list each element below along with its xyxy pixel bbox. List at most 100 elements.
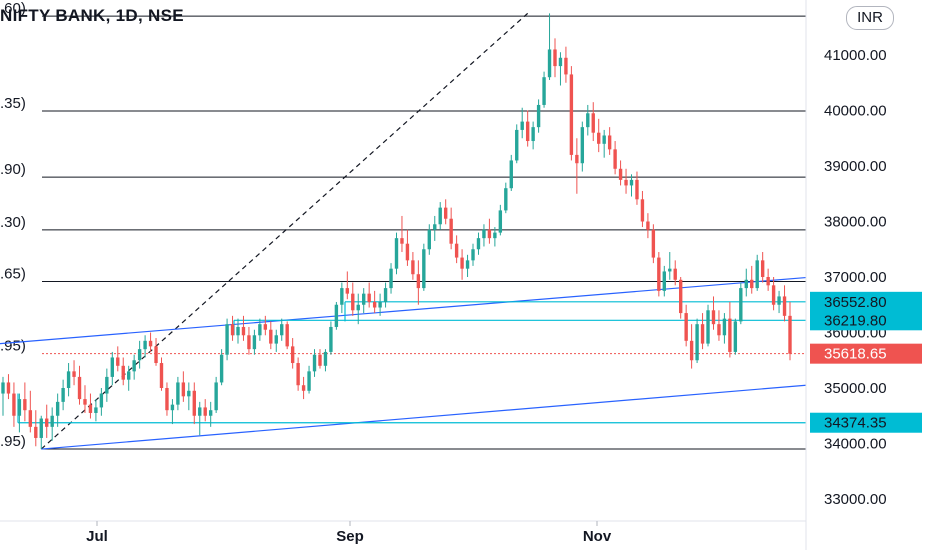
price-label-text: 35618.65 — [824, 346, 887, 363]
candle-body — [635, 179, 639, 200]
candle-body — [12, 393, 16, 416]
fib-levels: .60) .35) .90) .30) .65) .95) .95) — [0, 0, 806, 450]
candle-body — [72, 371, 76, 377]
candle-body — [640, 199, 645, 222]
price-tick-label: 37000.00 — [824, 269, 887, 286]
candle-body — [515, 129, 519, 161]
price-label-text: 36552.80 — [824, 294, 887, 311]
fib-level-label: .65) — [0, 265, 26, 282]
candle-body — [569, 74, 574, 155]
candle-body — [777, 296, 781, 305]
candle-body — [607, 135, 612, 150]
candle-body — [782, 296, 787, 316]
candle-body — [236, 326, 240, 336]
candle-body — [460, 257, 464, 269]
candle-body — [531, 127, 535, 142]
candle-body — [121, 365, 125, 380]
candle-body — [127, 371, 131, 380]
candle-body — [176, 382, 180, 405]
candle-body — [438, 207, 442, 225]
time-tick-label: Jul — [86, 528, 108, 545]
candle-body — [105, 376, 109, 394]
candle-body — [766, 277, 770, 286]
candles — [1, 13, 792, 450]
candle-body — [351, 293, 355, 311]
price-axis[interactable]: 33000.0034000.0035000.0036000.0037000.00… — [824, 47, 887, 508]
candle-body — [629, 179, 634, 186]
currency-button[interactable]: INR — [846, 6, 894, 30]
candle-body — [187, 390, 191, 397]
candle-body — [372, 301, 377, 308]
price-tick-label: 35000.00 — [824, 380, 887, 397]
candle-body — [83, 399, 87, 405]
candle-body — [61, 388, 65, 402]
time-tick-label: Sep — [336, 528, 364, 545]
candle-body — [6, 382, 11, 394]
price-tick-label: 38000.00 — [824, 214, 887, 231]
candle-body — [482, 229, 486, 239]
candle-body — [296, 363, 300, 386]
candle-body — [258, 324, 262, 336]
candle-body — [564, 57, 568, 75]
candle-body — [427, 229, 431, 250]
symbol-title: NIFTY BANK, 1D, NSE — [0, 6, 184, 25]
lower-trendline — [41, 384, 807, 450]
candle-body — [165, 388, 169, 411]
candle-body — [673, 268, 677, 280]
candle-body — [383, 288, 388, 302]
candle-body — [312, 354, 317, 372]
candle-body — [788, 315, 792, 354]
time-tick-label: Nov — [583, 528, 612, 545]
candle-body — [657, 257, 661, 291]
price-label-text: 34374.35 — [824, 415, 887, 432]
candle-body — [39, 418, 43, 438]
candle-body — [509, 160, 513, 189]
candle-body — [525, 121, 530, 142]
candle-body — [400, 238, 404, 244]
candle-body — [394, 238, 399, 269]
candle-body — [34, 426, 38, 438]
candle-body — [247, 335, 251, 350]
candle-body — [17, 399, 22, 416]
candle-body — [45, 418, 49, 427]
candle-body — [744, 279, 748, 289]
candle-body — [750, 279, 754, 289]
fib-trend-dashed-line — [40, 12, 529, 450]
trend-lines — [0, 12, 807, 450]
candle-body — [679, 279, 683, 314]
candle-body — [416, 274, 421, 289]
candle-body — [23, 399, 27, 411]
candle-body — [198, 407, 202, 416]
candle-body — [132, 360, 136, 372]
candle-body — [1, 382, 5, 394]
price-label-box — [810, 291, 922, 312]
time-axis[interactable]: Jul Sep Nov — [86, 521, 612, 545]
candle-body — [443, 207, 448, 219]
candle-body — [50, 415, 54, 427]
price-label-box — [810, 310, 922, 331]
price-tick-label: 34000.00 — [824, 436, 887, 453]
candle-body — [241, 326, 246, 336]
price-tick-label: 41000.00 — [824, 47, 887, 64]
candle-body — [536, 104, 541, 128]
candle-body — [116, 357, 120, 366]
candle-body — [695, 324, 699, 361]
candle-body — [711, 310, 716, 325]
candle-body — [225, 324, 229, 355]
candle-body — [575, 154, 579, 164]
candle-body — [602, 135, 606, 144]
candle-body — [137, 349, 142, 361]
candle-body — [285, 324, 289, 347]
candle-body — [613, 149, 617, 169]
candle-body — [465, 260, 470, 269]
candle-body — [88, 404, 93, 413]
candle-body — [345, 288, 350, 294]
candle-body — [433, 224, 437, 230]
candle-body — [618, 168, 623, 180]
candle-body — [66, 371, 71, 388]
candle-body — [318, 354, 322, 366]
candle-body — [280, 324, 284, 336]
